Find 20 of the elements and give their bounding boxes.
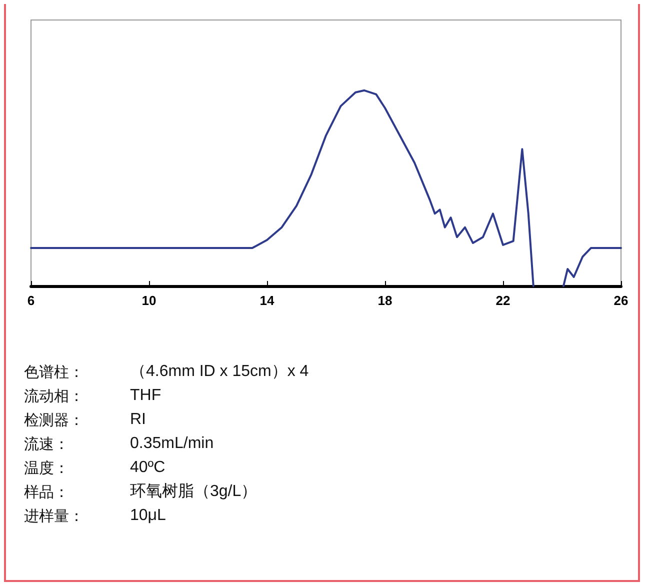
text: 样品： — [24, 482, 70, 503]
text: 流动相： — [24, 386, 85, 407]
x-tick-label: 14 — [260, 293, 275, 308]
text: 环氧树脂（3g/L） — [130, 482, 258, 502]
text: 色谱柱： — [24, 362, 85, 383]
text: 进样量： — [24, 506, 85, 527]
x-tick-label: 26 — [614, 293, 628, 308]
text: THF — [130, 386, 162, 406]
text: 0.35mL/min — [130, 434, 214, 454]
text: 10μL — [130, 506, 166, 526]
x-tick-label: 22 — [496, 293, 510, 308]
text: 检测器： — [24, 410, 85, 431]
x-tick-label: 10 — [142, 293, 156, 308]
text: 温度： — [24, 458, 70, 479]
text: 流速： — [24, 434, 70, 455]
text: （4.6mm ID x 15cm）x 4 — [130, 362, 309, 382]
x-tick-label: 18 — [378, 293, 392, 308]
text: 40ºC — [130, 458, 166, 478]
x-tick-label: 6 — [27, 293, 35, 308]
text: RI — [130, 410, 146, 430]
